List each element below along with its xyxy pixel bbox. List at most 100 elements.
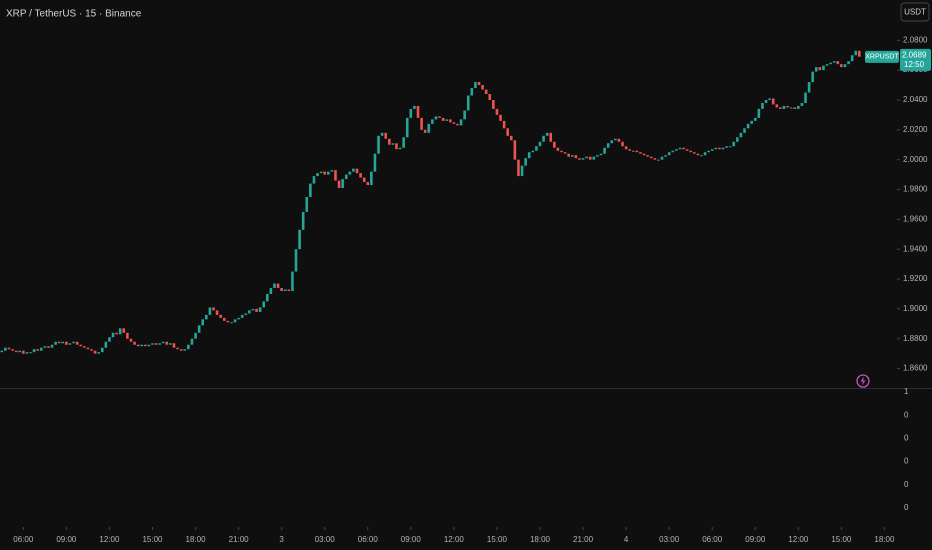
- candle-body: [449, 119, 452, 123]
- x-tick-label: 06:00: [13, 535, 34, 544]
- candle-body: [323, 171, 327, 175]
- candle-body: [187, 344, 190, 350]
- x-tick-label: 3: [279, 535, 284, 544]
- candle-body: [614, 138, 617, 141]
- indicator-tick-label: 0: [904, 410, 909, 419]
- candle-body: [29, 352, 32, 354]
- lightning-icon[interactable]: [856, 374, 870, 388]
- candle-body: [811, 71, 814, 83]
- x-tick-label: 18:00: [874, 535, 895, 544]
- candle-body: [592, 156, 596, 160]
- indicator-tick-label: 0: [904, 457, 909, 466]
- candle-body: [570, 155, 574, 157]
- candle-body: [25, 352, 29, 354]
- candle-body: [545, 132, 549, 136]
- candle-body: [427, 123, 431, 133]
- candle-body: [542, 135, 545, 142]
- symbol-tag: [865, 50, 899, 63]
- candle-body: [800, 102, 804, 106]
- candle-body: [362, 177, 366, 183]
- candle-body: [753, 117, 757, 121]
- candle-body: [273, 283, 276, 289]
- y-tick-label: 1.9800: [903, 185, 928, 194]
- candle-body: [373, 153, 377, 172]
- y-tick-label: 1.9400: [903, 244, 928, 253]
- candle-body: [818, 67, 822, 71]
- y-tick-label: 2.0400: [903, 95, 928, 104]
- candle-body: [653, 158, 657, 160]
- candle-body: [316, 173, 319, 177]
- candle-body: [280, 288, 283, 291]
- candle-body: [169, 343, 172, 345]
- currency-label[interactable]: USDT: [904, 8, 926, 17]
- candle-body: [133, 341, 136, 345]
- y-tick-label: 1.9600: [903, 214, 928, 223]
- candle-body: [793, 107, 797, 109]
- indicator-tick-label: 1: [904, 387, 909, 396]
- candle-body: [610, 140, 614, 144]
- candle-body: [90, 349, 93, 351]
- candle-body: [352, 168, 355, 172]
- candle-body: [599, 153, 603, 156]
- candle-body: [183, 349, 187, 351]
- candle-body: [757, 108, 761, 118]
- candle-body: [703, 152, 707, 156]
- candle-body: [319, 171, 323, 174]
- candle-body: [222, 317, 226, 321]
- price-tag: [900, 48, 931, 71]
- candle-body: [266, 293, 269, 302]
- candle-body: [0, 350, 4, 353]
- candle-body: [502, 120, 506, 129]
- candle-body: [201, 319, 205, 326]
- currency-button[interactable]: [900, 2, 930, 22]
- candle-body: [126, 332, 129, 339]
- candle-body: [172, 343, 176, 348]
- candle-body: [782, 105, 786, 109]
- candle-body: [596, 155, 599, 157]
- indicator-tick-label: 0: [904, 480, 909, 489]
- candle-body: [721, 147, 725, 150]
- candle-body: [359, 173, 362, 178]
- candle-body: [678, 147, 682, 150]
- candle-body: [639, 152, 642, 154]
- x-tick-label: 15:00: [487, 535, 508, 544]
- candle-body: [100, 347, 104, 353]
- candle-body: [452, 122, 456, 124]
- candle-body: [54, 341, 57, 345]
- candle-body: [158, 343, 161, 345]
- candle-body: [32, 349, 36, 353]
- candle-body: [416, 105, 420, 118]
- candle-body: [377, 135, 380, 154]
- candle-body: [327, 171, 330, 175]
- candle-body: [283, 289, 287, 291]
- candle-body: [646, 155, 649, 157]
- candle-body: [11, 349, 14, 351]
- candle-body: [495, 108, 499, 115]
- candle-body: [237, 317, 240, 320]
- candle-body: [470, 88, 474, 96]
- candle-body: [438, 116, 441, 118]
- candle-body: [499, 114, 502, 121]
- candle-body: [226, 320, 230, 323]
- candle-body: [847, 61, 850, 65]
- candle-body: [700, 155, 703, 157]
- candles: [0, 50, 861, 354]
- candle-body: [807, 82, 811, 93]
- candle-body: [456, 123, 459, 126]
- candle-body: [850, 55, 854, 62]
- candle-body: [341, 179, 344, 189]
- candle-body: [402, 137, 405, 148]
- candle-body: [337, 180, 341, 189]
- candle-body: [431, 119, 434, 124]
- candle-body: [205, 314, 208, 320]
- candle-body: [829, 62, 832, 65]
- candle-body: [348, 171, 352, 175]
- candle-body: [179, 349, 183, 351]
- x-tick-label: 06:00: [358, 535, 379, 544]
- candle-body: [718, 147, 721, 150]
- candle-body: [858, 50, 861, 57]
- candle-body: [161, 341, 165, 344]
- candle-body: [165, 341, 169, 345]
- candle-body: [136, 344, 140, 347]
